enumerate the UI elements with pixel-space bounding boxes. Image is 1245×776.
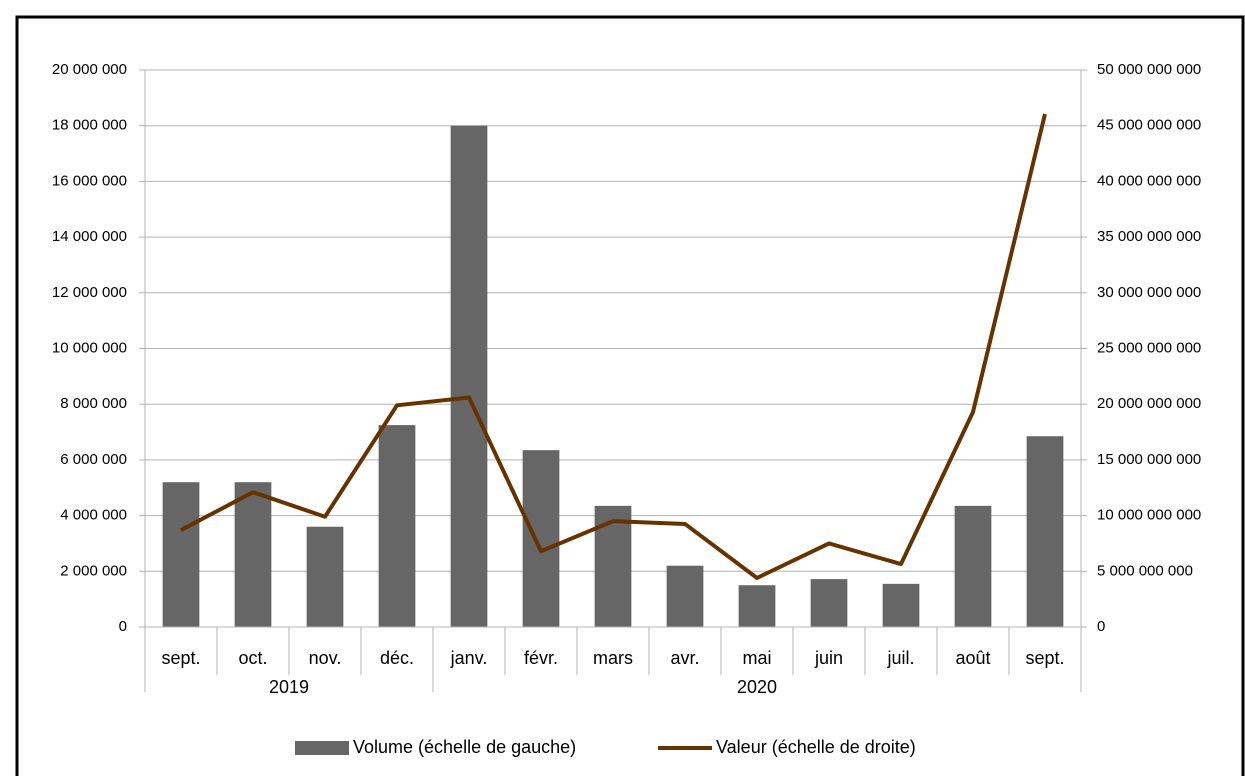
x-tick-label: janv. <box>450 648 488 668</box>
legend-swatch <box>295 741 349 755</box>
y2-tick-label: 0 <box>1097 618 1105 635</box>
bar <box>378 425 416 627</box>
group-label: 2020 <box>737 677 777 697</box>
bar <box>1026 436 1064 627</box>
x-tick-label: sept. <box>1025 648 1064 668</box>
bar <box>882 583 920 627</box>
x-tick-label: nov. <box>309 648 342 668</box>
x-tick-label: oct. <box>238 648 267 668</box>
bar <box>162 482 200 627</box>
x-tick-label: mars <box>593 648 633 668</box>
legend-label: Valeur (échelle de droite) <box>716 737 916 757</box>
y2-tick-label: 20 000 000 000 <box>1097 395 1201 412</box>
y-tick-label: 8 000 000 <box>60 395 127 412</box>
legend-label: Volume (échelle de gauche) <box>353 737 576 757</box>
line-series <box>180 113 1047 580</box>
y-tick-label: 18 000 000 <box>52 117 127 134</box>
y2-tick-label: 45 000 000 000 <box>1097 117 1201 134</box>
y-tick-label: 10 000 000 <box>52 339 127 356</box>
group-label: 2019 <box>269 677 309 697</box>
y2-tick-label: 15 000 000 000 <box>1097 451 1201 468</box>
y-tick-label: 2 000 000 <box>60 562 127 579</box>
x-tick-label: déc. <box>380 648 414 668</box>
y-tick-label: 4 000 000 <box>60 507 127 524</box>
x-tick-label: avr. <box>670 648 699 668</box>
x-tick-label: mai <box>742 648 771 668</box>
bar <box>954 505 992 627</box>
y2-tick-label: 50 000 000 000 <box>1097 61 1201 78</box>
x-tick-label: sept. <box>161 648 200 668</box>
x-tick-label: août <box>955 648 990 668</box>
x-tick-label: févr. <box>524 648 558 668</box>
y2-tick-label: 30 000 000 000 <box>1097 284 1201 301</box>
bar <box>810 579 848 627</box>
bar <box>450 125 488 627</box>
y-tick-label: 14 000 000 <box>52 228 127 245</box>
y-tick-label: 16 000 000 <box>52 172 127 189</box>
y-tick-label: 0 <box>119 618 127 635</box>
bar <box>738 585 776 627</box>
bar <box>666 565 704 627</box>
bar <box>306 526 344 627</box>
y-tick-label: 12 000 000 <box>52 284 127 301</box>
bar <box>234 482 272 627</box>
y2-tick-label: 10 000 000 000 <box>1097 507 1201 524</box>
bar <box>522 450 560 627</box>
y-tick-label: 20 000 000 <box>52 61 127 78</box>
y2-tick-label: 40 000 000 000 <box>1097 172 1201 189</box>
bar <box>594 505 632 627</box>
x-tick-label: juil. <box>886 648 914 668</box>
y2-tick-label: 25 000 000 000 <box>1097 339 1201 356</box>
y2-tick-label: 5 000 000 000 <box>1097 562 1193 579</box>
y2-tick-label: 35 000 000 000 <box>1097 228 1201 245</box>
x-tick-label: juin <box>814 648 843 668</box>
y-tick-label: 6 000 000 <box>60 451 127 468</box>
